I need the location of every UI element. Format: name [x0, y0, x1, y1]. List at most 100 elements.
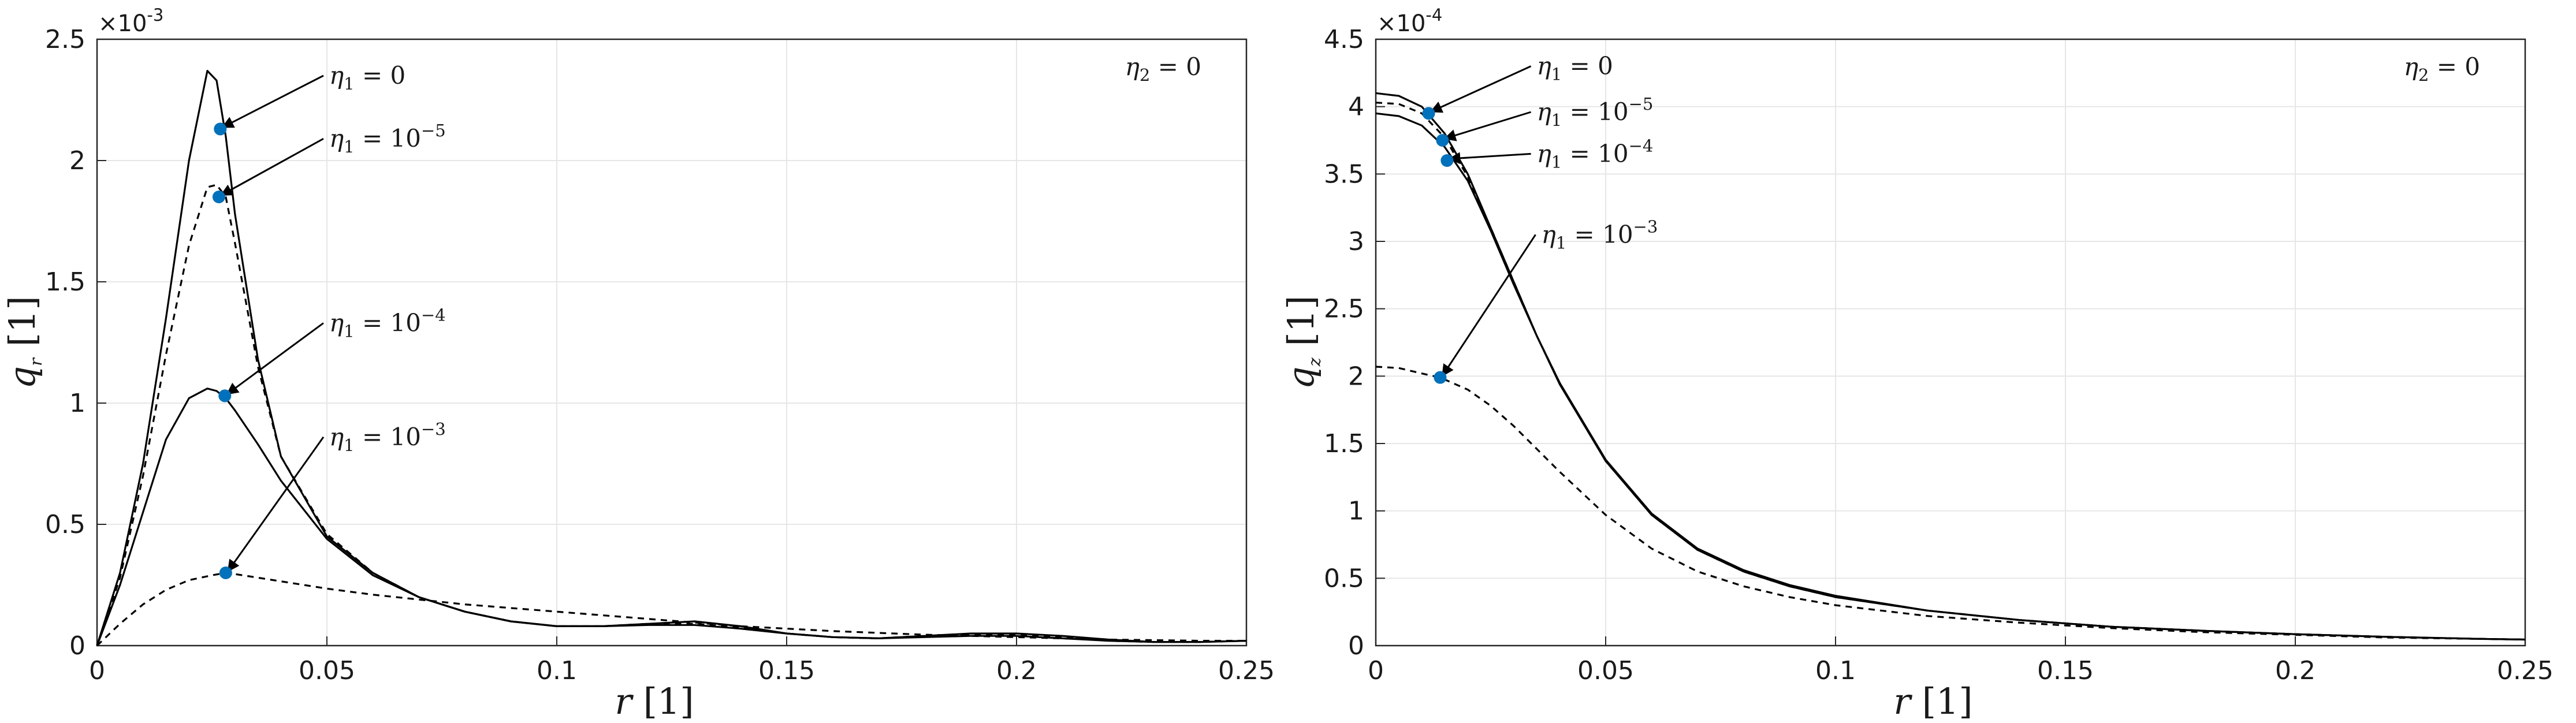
annotation-relation: = 10 [1566, 220, 1633, 248]
x-tick-label: 0.15 [2037, 656, 2094, 685]
annotation-subscript: 1 [1551, 65, 1562, 84]
y-tick-label: 2.5 [45, 25, 85, 54]
annotation-label: η1 = 10−3 [1542, 217, 1658, 252]
y-exponent-label: ×10-4 [1377, 5, 1442, 37]
y-axis-unit: [1] [1, 296, 43, 358]
x-tick-label: 0.1 [1815, 656, 1856, 685]
annotation-relation: = 0 [1562, 52, 1613, 80]
y-tick-label: 1 [69, 389, 85, 418]
annotation-arrow [1443, 111, 1532, 141]
annotation-arrow [1442, 234, 1536, 377]
annotation-exponent: −3 [421, 419, 446, 439]
y-tick-label: 2 [1348, 362, 1364, 391]
annotation-subscript: 1 [1551, 110, 1562, 130]
x-axis-label: r [1] [615, 680, 694, 722]
data-marker [1436, 134, 1449, 147]
data-marker [1422, 107, 1435, 120]
y-exponent-power: -4 [1425, 5, 1442, 25]
y-tick-label: 2 [69, 146, 85, 176]
annotation-exponent: −5 [1629, 94, 1654, 114]
y-tick-label: 0.5 [45, 510, 85, 539]
series-line-3 [1375, 112, 2526, 641]
plot-area [1376, 39, 2525, 646]
annotation-arrow [221, 74, 324, 128]
series-line-3 [96, 387, 1247, 646]
corner-note-relation: = 0 [1150, 53, 1201, 81]
qz-chart-panel: 0 0.05 0.1 0.15 0.2 0.25 0 0.5 1 1.5 2 2.5 3 3.5 4 4.5 ×… [1280, 5, 2553, 722]
y-tick-label: 3.5 [1324, 159, 1364, 189]
annotation-subscript: 1 [344, 137, 354, 156]
data-marker [1434, 371, 1447, 384]
y-tick-label: 1.5 [45, 267, 85, 297]
annotation-exponent: −5 [421, 121, 446, 140]
corner-note-subscript: 2 [2418, 65, 2429, 85]
x-tick-label: 0.05 [1577, 656, 1634, 685]
data-marker [219, 567, 232, 579]
plot-area [97, 39, 1246, 646]
x-tick-label: 0.2 [996, 656, 1037, 685]
x-axis-label: r [1] [1893, 680, 1972, 722]
series-line-2 [96, 184, 1247, 646]
series-line-4 [1375, 366, 2526, 641]
annotation-subscript: 1 [344, 321, 354, 341]
y-axis-subscript: r [26, 357, 46, 366]
y-tick-label: 0.5 [1324, 564, 1364, 593]
y-tick-label: 2.5 [1324, 295, 1364, 324]
annotation-label: η1 = 0 [1537, 52, 1613, 84]
x-tick-label: 0.2 [2275, 656, 2316, 685]
y-axis-unit: [1] [1280, 296, 1322, 358]
annotation-relation: = 10 [1562, 98, 1628, 126]
annotation-arrow [1430, 65, 1532, 113]
annotation-relation: = 10 [355, 423, 421, 451]
annotation-exponent: −4 [1629, 136, 1654, 155]
x-axis-unit: [1] [1911, 680, 1973, 722]
corner-note: η2 = 0 [2404, 53, 2480, 85]
axes-frame [96, 38, 1248, 647]
y-tick-label: 4.5 [1324, 25, 1364, 54]
annotation-arrow [226, 322, 324, 395]
annotation-exponent: −3 [1633, 217, 1658, 236]
x-tick-label: 0.05 [299, 656, 355, 685]
y-axis-label: qr [1] [1, 296, 46, 389]
x-tick-label: 0.25 [2497, 656, 2553, 685]
y-tick-label: 0 [1348, 631, 1364, 661]
data-marker [218, 389, 232, 403]
data-marker [212, 191, 225, 203]
qr-chart-panel: 0 0.05 0.1 0.15 0.2 0.25 0 0.5 1 1.5 2 2.5 ×10-3 η1 =… [1, 5, 1275, 722]
annotation-label: η1 = 0 [329, 61, 405, 94]
data-marker [214, 122, 227, 136]
annotation-subscript: 1 [344, 435, 354, 455]
x-tick-label: 0 [1368, 656, 1384, 685]
annotation-exponent: −4 [421, 305, 446, 325]
y-tick-label: 1.5 [1324, 429, 1364, 459]
annotation-relation: = 10 [355, 308, 421, 337]
y-exponent-label: ×10-3 [98, 5, 163, 37]
y-tick-label: 4 [1348, 92, 1364, 122]
annotation-subscript: 1 [344, 74, 354, 94]
data-marker [1440, 154, 1454, 167]
y-tick-label: 0 [69, 631, 85, 661]
y-tick-label: 1 [1348, 497, 1364, 526]
annotation-relation: = 10 [355, 124, 421, 152]
y-axis-label-group: qz [1] [1280, 296, 1324, 390]
y-exponent-power: -3 [147, 5, 163, 25]
y-axis-label-group: qr [1] [1, 296, 46, 389]
annotation-arrow [227, 436, 325, 572]
annotation-relation: = 10 [1562, 139, 1628, 167]
annotation-subscript: 1 [1556, 233, 1566, 252]
x-tick-label: 0.15 [758, 656, 815, 685]
corner-note: η2 = 0 [1125, 53, 1201, 85]
corner-note-subscript: 2 [1140, 65, 1150, 85]
axes-frame [1375, 38, 2526, 647]
y-tick-label: 3 [1348, 227, 1364, 256]
annotation-subscript: 1 [1551, 152, 1562, 172]
annotation-relation: = 0 [355, 61, 406, 90]
x-tick-label: 0.25 [1218, 656, 1275, 685]
series-line-4 [96, 572, 1246, 647]
annotation-arrow [220, 137, 324, 196]
corner-note-relation: = 0 [2429, 53, 2480, 81]
x-tick-label: 0 [89, 656, 105, 685]
y-axis-subscript: z [1305, 357, 1324, 367]
x-axis-unit: [1] [632, 680, 694, 722]
